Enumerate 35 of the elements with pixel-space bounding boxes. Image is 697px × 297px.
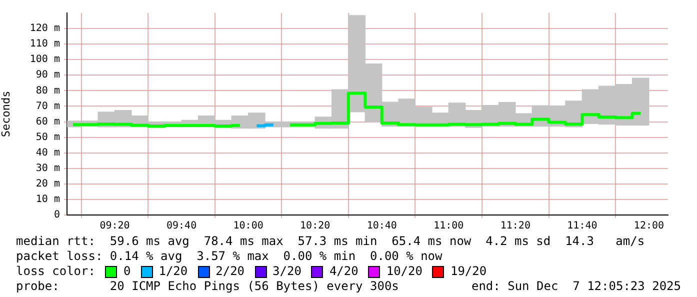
y-tick-label: 120 m	[30, 23, 60, 34]
x-tick-label: 11:20	[500, 220, 530, 232]
y-tick-label: 30 m	[36, 162, 60, 174]
y-tick-label: 90 m	[36, 70, 60, 81]
x-tick-label: 10:20	[300, 220, 330, 232]
legend-label: 10/20	[386, 264, 422, 279]
x-tick-label: 11:00	[434, 220, 464, 232]
x-tick-label: 11:40	[567, 220, 598, 232]
y-tick-label: 70 m	[36, 100, 60, 112]
text: end: Sun Dec 7 12:05:23 2025	[471, 279, 681, 294]
legend-label: 3/20	[272, 264, 302, 279]
text: probe: 20 ICMP Echo Pings (56 Bytes) every 300s	[16, 279, 399, 294]
x-tick-label: 12:00	[634, 220, 664, 232]
text: packet loss: 0.14 % avg 3.57 % max 0.00 % min 0.00 % now	[16, 249, 444, 264]
legend-label: 0	[123, 264, 131, 279]
legend-label: 4/20	[329, 264, 358, 279]
x-tick-label: 10:40	[366, 220, 397, 232]
x-tick-label: 09:20	[100, 220, 130, 232]
y-tick-label: 10 m	[36, 194, 60, 206]
y-tick-label: 110 m	[30, 38, 60, 50]
legend-label: 1/20	[158, 264, 188, 279]
y-tick-label: 60 m	[36, 116, 60, 128]
y-tick-label: 40 m	[36, 147, 60, 158]
y-tick-label: 50 m	[36, 132, 60, 143]
x-tick-label: 10:00	[233, 220, 264, 232]
legend-label: 2/20	[216, 264, 245, 279]
y-tick-label: 100 m	[30, 54, 60, 66]
y-tick-label: 0	[54, 210, 60, 221]
y-axis-title: Seconds	[0, 90, 12, 138]
text: median rtt: 59.6 ms avg 78.4 ms max 57.3 ms min 65.4 ms now 4.2 ms sd 14.3 am/s	[16, 234, 646, 249]
y-tick-label: 20 m	[36, 178, 60, 190]
x-tick-label: 09:40	[166, 220, 197, 232]
y-tick-label: 80 m	[36, 85, 60, 96]
legend-title: loss color:	[16, 264, 96, 279]
legend-label: 19/20	[450, 264, 487, 279]
